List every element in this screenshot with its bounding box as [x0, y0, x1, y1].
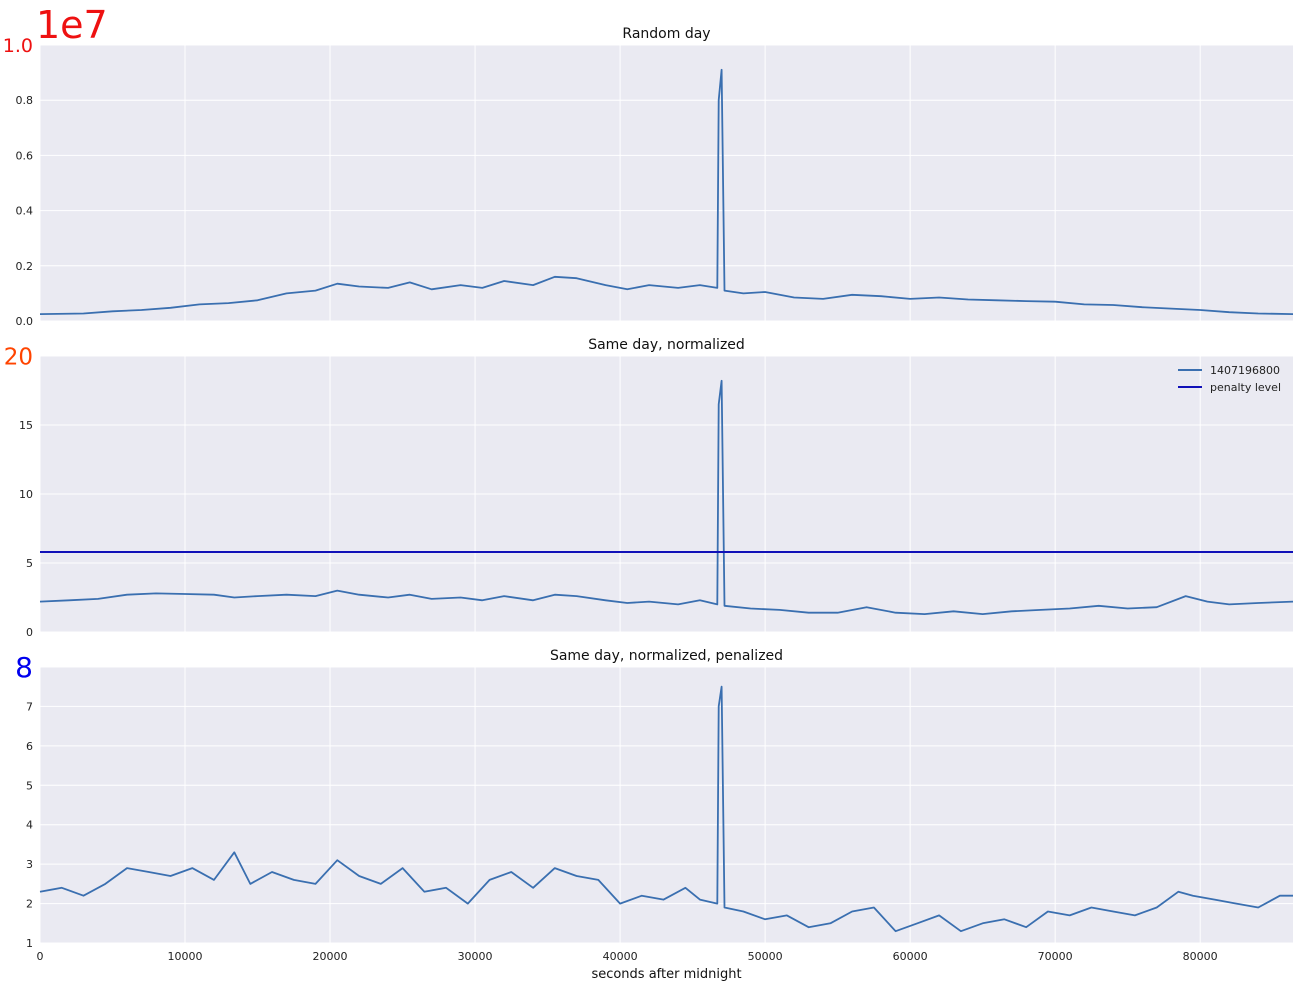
- series-line: [39, 68, 1294, 315]
- x-tick-label: 20000: [313, 950, 348, 963]
- y-tick-label: 0.4: [16, 205, 34, 218]
- x-tick-label: 40000: [603, 950, 638, 963]
- y-tick-label: 0.0: [16, 315, 34, 328]
- x-tick-label: 10000: [168, 950, 203, 963]
- x-tick-label: 50000: [748, 950, 783, 963]
- y-tick-label: 7: [26, 700, 33, 713]
- plot-area-3: [40, 667, 1293, 943]
- y-tick-label: 1: [26, 937, 33, 950]
- chart-title: Same day, normalized: [588, 337, 745, 353]
- axis-offset-label: 1e7: [36, 3, 108, 47]
- plot-area-1: [40, 45, 1293, 321]
- y-tick-label: 0.8: [16, 94, 34, 107]
- x-tick-label: 30000: [458, 950, 493, 963]
- y-tick-label: 3: [26, 858, 33, 871]
- y-tick-label: 6: [26, 740, 33, 753]
- chart-title: Same day, normalized, penalized: [550, 648, 783, 664]
- x-tick-label: 0: [37, 950, 44, 963]
- legend-label: 1407196800: [1210, 364, 1280, 377]
- legend-label: penalty level: [1210, 381, 1281, 394]
- y-tick-label: 5: [26, 557, 33, 570]
- x-tick-label: 80000: [1183, 950, 1218, 963]
- y-tick-label: 8: [15, 651, 33, 684]
- chart-title: Random day: [622, 26, 710, 42]
- y-tick-label: 15: [19, 419, 33, 432]
- y-tick-label: 0: [26, 626, 33, 639]
- x-axis-label: seconds after midnight: [591, 967, 741, 982]
- series-line: [39, 379, 1294, 615]
- y-tick-label: 20: [4, 344, 33, 370]
- y-tick-label: 4: [26, 819, 33, 832]
- y-tick-label: 10: [19, 488, 33, 501]
- y-tick-label: 2: [26, 898, 33, 911]
- y-tick-label: 1.0: [3, 35, 33, 57]
- x-tick-label: 60000: [893, 950, 928, 963]
- y-tick-label: 0.2: [16, 260, 34, 273]
- x-tick-label: 70000: [1038, 950, 1073, 963]
- y-tick-label: 0.6: [16, 149, 34, 162]
- series-line: [39, 685, 1293, 933]
- y-tick-label: 5: [26, 779, 33, 792]
